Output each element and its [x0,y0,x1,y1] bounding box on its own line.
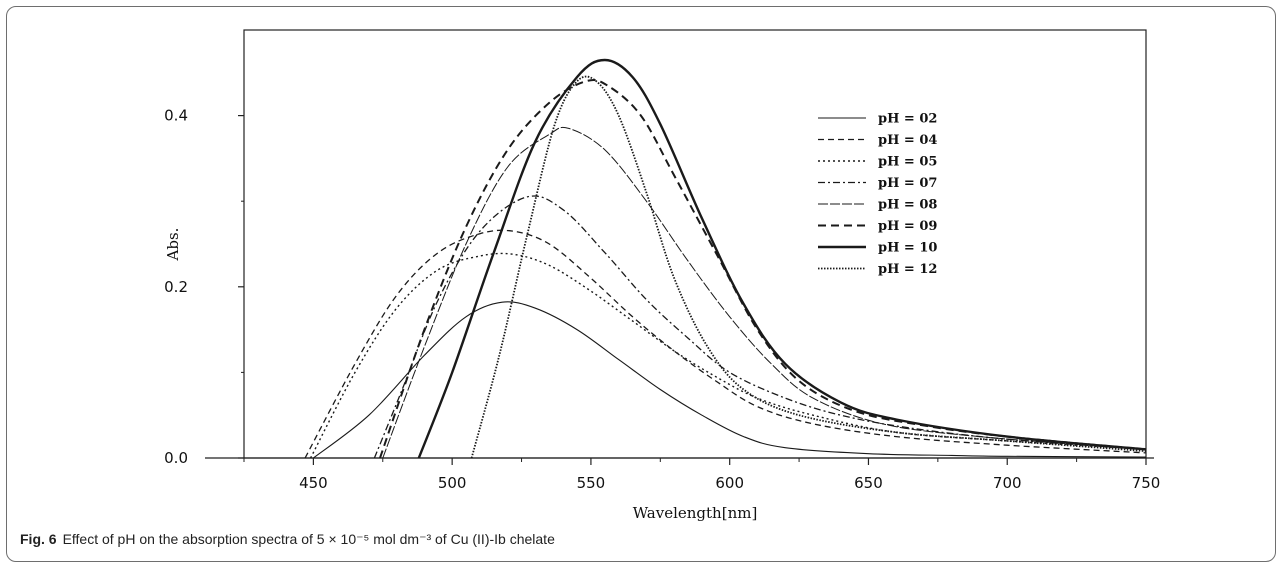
legend-label-6: pH = 09 [878,219,937,234]
y-tick-label: 0.2 [164,278,188,296]
legend-label-1: pH = 02 [878,112,937,127]
x-axis-title: Wavelength[nm] [633,504,758,522]
axes: 450 500 550 600 650 700 750 0.0 0.2 0.4 [164,107,1160,492]
x-tick-label: 550 [577,474,606,492]
series-line-4 [373,195,1147,459]
figure-caption-text: Effect of pH on the absorption spectra o… [62,531,555,547]
legend-label-2: pH = 04 [878,133,937,148]
series-line-1 [313,301,1147,459]
x-tick-label: 500 [438,474,467,492]
figure-caption: Fig. 6 Effect of pH on the absorption spe… [20,531,555,548]
y-tick-label: 0.0 [164,449,188,467]
legend: pH = 02 pH = 04 pH = 05 pH = 07 pH = 08 pH = … [818,112,937,277]
legend-label-5: pH = 08 [878,198,937,213]
y-tick-label: 0.4 [164,107,188,125]
x-tick-label: 700 [993,474,1022,492]
plot-area-border [243,29,1147,459]
series-line-3 [309,252,1147,459]
series-line-2 [304,229,1147,459]
x-tick-label: 600 [715,474,744,492]
series-line-5 [382,126,1147,459]
legend-label-3: pH = 05 [878,155,937,170]
x-tick-label: 750 [1132,474,1161,492]
y-axis-title: Abs. [164,228,182,262]
x-tick-label: 450 [299,474,328,492]
figure-frame [6,6,1276,562]
series-layer [304,58,1147,459]
legend-label-4: pH = 07 [878,176,937,191]
series-line-7 [417,58,1147,459]
legend-label-8: pH = 12 [878,262,937,277]
x-tick-label: 650 [854,474,883,492]
figure-label: Fig. 6 [20,531,57,547]
series-line-8 [470,75,1147,459]
legend-label-7: pH = 10 [878,241,937,256]
